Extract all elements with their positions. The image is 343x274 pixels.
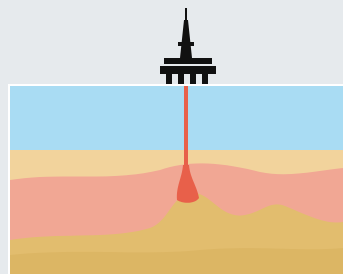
page: [0, 0, 343, 274]
rig-upper-deck: [164, 58, 212, 64]
rig-leg: [178, 74, 184, 84]
drill-pipe: [184, 86, 188, 170]
illustration: [0, 0, 343, 274]
derrick-top: [185, 8, 187, 22]
rig-leg: [202, 74, 208, 84]
derrick-platform: [178, 42, 194, 46]
rig-leg: [190, 74, 196, 84]
rig-leg: [166, 74, 172, 84]
rig-deck: [160, 66, 216, 74]
